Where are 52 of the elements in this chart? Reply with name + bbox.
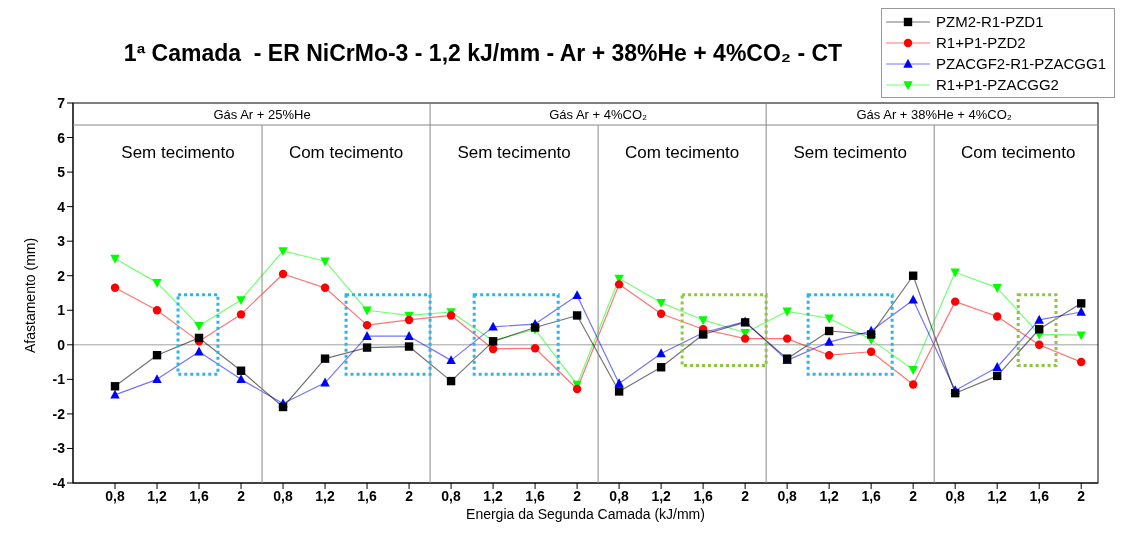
y-tick-label: -4	[52, 474, 66, 491]
x-tick-label: 2	[741, 487, 750, 504]
y-tick-label: 4	[57, 198, 66, 215]
x-tick-label: 1,6	[693, 487, 714, 504]
x-tick-label: 0,8	[609, 487, 630, 504]
annotation: Gás Ar + 25%He	[213, 107, 311, 122]
x-tick-label: 1,2	[987, 487, 1008, 504]
legend-label: R1+P1-PZD2	[935, 33, 1026, 53]
annotation: Com tecimento	[624, 143, 740, 162]
x-tick-label: 2	[573, 487, 582, 504]
x-tick-label: 1,6	[357, 487, 377, 504]
y-tick-label: 3	[57, 233, 66, 250]
y-tick-label: 2	[57, 267, 66, 284]
x-tick-label: 1,2	[147, 487, 167, 504]
annotation: Sem tecimento	[121, 143, 235, 162]
x-tick-label: 1,2	[315, 487, 335, 504]
annotation: Gás Ar + 38%He + 4%CO₂	[856, 107, 1012, 122]
legend-label: R1+P1-PZACGG2	[935, 75, 1059, 95]
x-tick-label: 0,8	[441, 487, 462, 504]
x-tick-label: 1,6	[189, 487, 209, 504]
x-tick-label: 2	[405, 487, 414, 504]
y-tick-label: 6	[57, 129, 66, 146]
legend-label: PZACGF2-R1-PZACGG1	[935, 54, 1106, 74]
y-axis-title: Afastamento (mm)	[21, 237, 38, 353]
y-tick-label: 5	[57, 164, 66, 181]
x-tick-label: 0,8	[273, 487, 293, 504]
y-tick-label: 7	[57, 94, 66, 111]
x-tick-label: 2	[1077, 487, 1086, 504]
x-tick-label: 1,6	[525, 487, 546, 504]
x-tick-label: 1,2	[819, 487, 840, 504]
annotation: Com tecimento	[961, 143, 1076, 162]
y-tick-label: 0	[57, 336, 66, 353]
annotation: Sem tecimento	[457, 143, 571, 162]
x-axis-title: Energia da Segunda Camada (kJ/mm)	[466, 506, 705, 522]
legend-label: PZM2-R1-PZD1	[935, 12, 1044, 32]
x-tick-label: 1,2	[483, 487, 504, 504]
y-tick-label: 1	[57, 302, 66, 319]
chart-title: 1ª Camada - ER NiCrMo-3 - 1,2 kJ/mm - Ar + 38%He + 4%CO₂ - CT	[122, 40, 844, 67]
x-tick-label: 2	[909, 487, 918, 504]
y-tick-label: -1	[52, 371, 66, 388]
x-tick-label: 1,2	[651, 487, 672, 504]
x-tick-label: 1,6	[861, 487, 882, 504]
x-tick-label: 0,8	[945, 487, 966, 504]
x-tick-label: 1,6	[1029, 487, 1050, 504]
x-tick-label: 0,8	[777, 487, 798, 504]
x-tick-label: 2	[237, 487, 246, 504]
annotation: Gás Ar + 4%CO₂	[549, 107, 648, 122]
y-tick-label: -3	[52, 440, 66, 457]
x-tick-label: 0,8	[105, 487, 125, 504]
y-tick-label: -2	[52, 405, 66, 422]
annotation: Sem tecimento	[793, 143, 907, 162]
annotation: Com tecimento	[288, 143, 404, 162]
